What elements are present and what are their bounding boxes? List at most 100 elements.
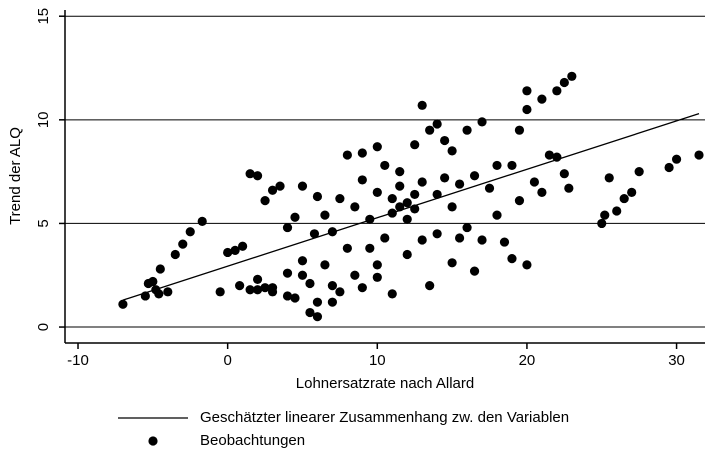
point <box>612 206 622 216</box>
point <box>290 212 300 222</box>
point <box>417 177 427 187</box>
x-axis-label: Lohnersatzrate nach Allard <box>296 375 474 392</box>
legend-label: Beobachtungen <box>200 432 305 449</box>
point <box>140 291 150 301</box>
point <box>170 249 180 260</box>
point <box>357 175 367 185</box>
point <box>507 254 517 264</box>
point <box>282 291 293 301</box>
point <box>664 162 674 173</box>
point <box>462 125 472 135</box>
point <box>372 142 382 152</box>
y-tick-label: 15 <box>35 8 52 25</box>
legend-label: Geschätzter linearer Zusammenhang zw. de… <box>200 409 569 426</box>
point <box>552 152 562 162</box>
point <box>440 135 450 146</box>
point <box>514 125 525 135</box>
point <box>335 193 345 204</box>
point <box>327 281 338 291</box>
point <box>185 227 195 237</box>
point <box>245 285 255 295</box>
point <box>454 233 465 243</box>
point <box>410 204 420 214</box>
point <box>154 289 164 299</box>
point <box>395 202 405 212</box>
point <box>267 283 278 293</box>
point <box>447 258 457 268</box>
point <box>365 243 375 253</box>
point <box>522 104 532 115</box>
point <box>552 86 562 96</box>
point <box>507 160 517 171</box>
point <box>432 119 442 129</box>
point <box>671 154 682 164</box>
point <box>312 191 323 202</box>
point <box>454 179 465 189</box>
point <box>252 285 263 295</box>
point <box>260 196 270 206</box>
point <box>223 247 233 258</box>
point <box>559 77 569 88</box>
point <box>432 189 442 200</box>
point <box>282 222 293 233</box>
point <box>537 187 547 197</box>
point <box>432 229 442 239</box>
point <box>245 169 255 179</box>
point <box>469 171 480 181</box>
point <box>425 125 435 135</box>
point <box>567 71 577 81</box>
point <box>387 193 397 204</box>
point <box>372 187 382 197</box>
point <box>469 266 480 276</box>
point <box>492 160 502 171</box>
point <box>380 160 390 171</box>
point <box>282 268 293 278</box>
point <box>559 169 569 179</box>
point <box>350 202 360 212</box>
point <box>350 270 360 280</box>
point <box>544 150 554 160</box>
y-axis-label: Trend der ALQ <box>7 127 24 225</box>
point <box>267 185 278 195</box>
point <box>477 117 487 127</box>
point <box>597 218 607 229</box>
point <box>260 283 270 293</box>
point <box>197 216 207 226</box>
point <box>230 245 240 255</box>
point <box>335 287 345 297</box>
point <box>522 260 532 270</box>
point <box>417 100 427 110</box>
point <box>215 287 225 297</box>
point <box>462 222 472 233</box>
point <box>327 227 338 237</box>
point <box>327 297 338 307</box>
point <box>380 233 390 243</box>
point <box>395 167 405 177</box>
point <box>410 189 420 200</box>
y-tick-label: 0 <box>35 323 52 331</box>
point <box>235 281 245 291</box>
point <box>447 146 457 156</box>
point <box>372 272 382 282</box>
point <box>312 297 323 307</box>
point <box>529 177 540 187</box>
point <box>402 249 412 260</box>
point <box>387 289 397 299</box>
x-tick-label: -10 <box>67 352 89 369</box>
point <box>297 256 308 266</box>
point <box>514 196 525 206</box>
point <box>619 193 629 204</box>
point <box>305 278 315 289</box>
point <box>537 94 547 104</box>
point <box>372 260 382 270</box>
point <box>440 173 450 183</box>
point <box>252 171 263 181</box>
point <box>275 181 285 191</box>
point <box>425 281 435 291</box>
point <box>320 260 330 270</box>
point <box>163 287 173 297</box>
point <box>387 208 397 218</box>
point <box>499 237 510 247</box>
point <box>297 270 308 280</box>
point <box>395 181 405 191</box>
